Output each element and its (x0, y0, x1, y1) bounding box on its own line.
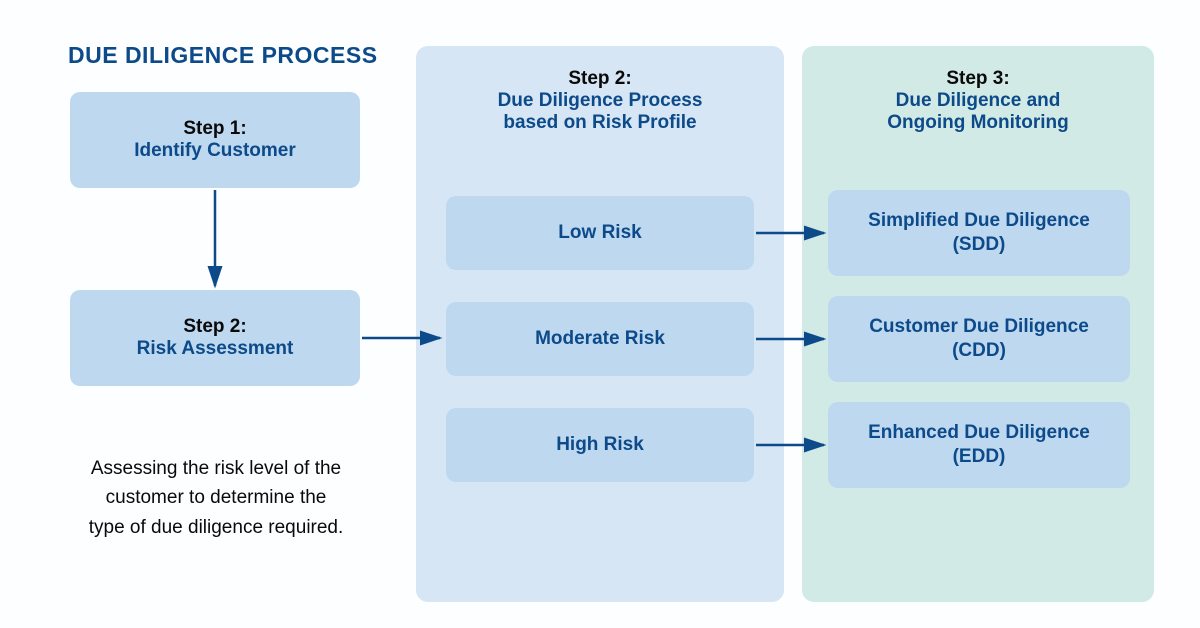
desc-line3: type of due diligence required. (89, 517, 344, 538)
step1-value: Identify Customer (134, 140, 296, 162)
col2-header-line1: Due Diligence Process (416, 90, 784, 112)
risk-label-moderate: Moderate Risk (535, 328, 665, 350)
col3-header-line1: Due Diligence and (802, 90, 1154, 112)
col3-header-step: Step 3: (802, 68, 1154, 90)
risk-label-high: High Risk (556, 434, 644, 456)
step2-label: Step 2: (183, 316, 246, 338)
description-text: Assessing the risk level of the customer… (66, 454, 366, 542)
dd-box-sdd: Simplified Due Diligence (SDD) (828, 190, 1130, 276)
dd-line1-edd: Enhanced Due Diligence (868, 421, 1090, 445)
page-title: DUE DILIGENCE PROCESS (68, 42, 378, 69)
dd-line2-edd: (EDD) (953, 445, 1006, 469)
step2-value: Risk Assessment (137, 338, 294, 360)
step1-label: Step 1: (183, 118, 246, 140)
desc-line2: customer to determine the (106, 487, 327, 508)
risk-box-low: Low Risk (446, 196, 754, 270)
risk-label-low: Low Risk (558, 222, 641, 244)
step1-box: Step 1: Identify Customer (70, 92, 360, 188)
dd-line1-sdd: Simplified Due Diligence (868, 209, 1090, 233)
col2-header-step: Step 2: (416, 68, 784, 90)
step2-box: Step 2: Risk Assessment (70, 290, 360, 386)
col3-header: Step 3: Due Diligence and Ongoing Monito… (802, 68, 1154, 134)
dd-line2-cdd: (CDD) (952, 339, 1006, 363)
col2-header: Step 2: Due Diligence Process based on R… (416, 68, 784, 134)
dd-line2-sdd: (SDD) (953, 233, 1006, 257)
desc-line1: Assessing the risk level of the (91, 458, 341, 479)
risk-box-moderate: Moderate Risk (446, 302, 754, 376)
dd-line1-cdd: Customer Due Diligence (869, 315, 1089, 339)
col2-header-line2: based on Risk Profile (416, 112, 784, 134)
risk-box-high: High Risk (446, 408, 754, 482)
dd-box-cdd: Customer Due Diligence (CDD) (828, 296, 1130, 382)
col3-header-line2: Ongoing Monitoring (802, 112, 1154, 134)
dd-box-edd: Enhanced Due Diligence (EDD) (828, 402, 1130, 488)
